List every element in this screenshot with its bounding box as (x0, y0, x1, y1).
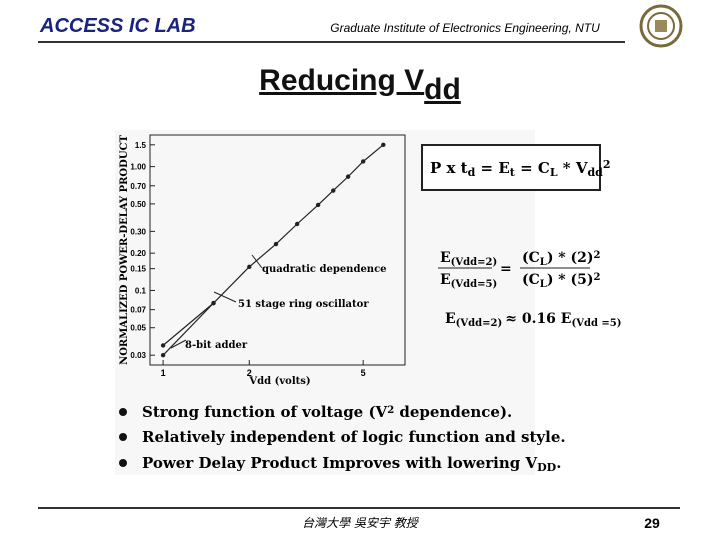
text: d (468, 166, 476, 179)
annotation: quadratic dependence (262, 264, 387, 275)
plot-frame (149, 134, 406, 366)
svg-text:(CL) * (5)2: (CL) * (5)2 (522, 272, 601, 290)
data-point (315, 202, 321, 208)
y-tick-label: 0.05 (130, 324, 146, 333)
text: 2 (594, 250, 601, 261)
data-point (294, 221, 300, 227)
svg-text:E(Vdd=2): E(Vdd=2) (440, 250, 497, 268)
text: (C (522, 272, 540, 288)
data-point (273, 241, 279, 247)
title-main: Reducing V (259, 64, 424, 97)
annotation: 51 stage ring oscillator (238, 299, 369, 310)
institute: Graduate Institute of Electronics Engine… (330, 21, 600, 35)
text: 2 (594, 272, 601, 283)
y-tick-label: 0.70 (130, 182, 146, 191)
x-axis-label: Vdd (volts) (248, 376, 310, 387)
svg-text:Power Delay Product Improves w: Power Delay Product Improves with loweri… (142, 454, 561, 474)
text: (Vdd =5) (571, 318, 621, 329)
data-point (381, 142, 386, 148)
data-point (360, 159, 366, 164)
data-point (247, 264, 252, 270)
text: = (500, 261, 512, 277)
svg-text:E(Vdd=5): E(Vdd=5) (440, 272, 497, 290)
arrows (170, 254, 263, 349)
text: = E (475, 159, 509, 177)
y-tick-label: 0.07 (130, 306, 146, 315)
text: E (440, 272, 451, 288)
page-number: 29 (644, 515, 660, 531)
text: . (556, 454, 561, 472)
y-tick-label: 0.15 (130, 265, 146, 274)
ratio-equation: E(Vdd=2) E(Vdd=5) = (CL) * (2)2 (CL) * (… (438, 250, 622, 329)
svg-text:E(Vdd=2)≈ 0.16 E(Vdd =5): E(Vdd=2) ≈ 0.16 E(Vdd =5) (445, 311, 622, 329)
text: L (550, 166, 558, 179)
slide-title: Reducing Vdd (259, 64, 461, 106)
energy-equation: P x td = Et = CL * Vdd2 (430, 158, 611, 179)
text: * V (558, 159, 588, 177)
text: ≈ 0.16 E (505, 311, 571, 327)
text: E (445, 311, 456, 327)
y-tick-label: 1.5 (135, 141, 147, 150)
svg-text:Strong function of voltage (V2: Strong function of voltage (V2 dependenc… (142, 403, 512, 421)
y-tick-label: 0.03 (130, 351, 146, 360)
text: Power Delay Product Improves with loweri… (142, 454, 537, 472)
text: dependence). (394, 403, 512, 421)
logo (639, 4, 683, 48)
text: (Vdd=2) (456, 318, 503, 329)
text: L (540, 257, 547, 268)
text: (Vdd=5) (451, 279, 498, 290)
annotation: 8-bit adder (185, 340, 248, 351)
y-tick-label: 1.00 (130, 163, 146, 172)
data-point (160, 352, 166, 358)
text: (Vdd=2) (451, 257, 498, 268)
text: ) * (5) (547, 272, 594, 288)
data-point (211, 300, 216, 306)
bullet-list: Strong function of voltage (V2 dependenc… (119, 403, 566, 474)
x-tick-label: 1 (161, 368, 166, 378)
data-line (162, 302, 214, 356)
text: 2 (603, 158, 611, 171)
text: L (540, 279, 547, 290)
text: Strong function of voltage (V (142, 403, 388, 421)
lab-name: ACCESS IC LAB (39, 15, 196, 37)
y-tick-label: 0.50 (130, 200, 146, 209)
text: Relatively independent of logic function… (142, 428, 566, 446)
data-point (160, 343, 166, 348)
y-axis-label: NORMALIZED POWER-DELAY PRODUCT (119, 135, 130, 365)
x-tick-label: 2 (247, 368, 252, 378)
y-tick-label: 0.20 (130, 249, 146, 258)
equation-box (421, 144, 601, 191)
plot: NORMALIZED POWER-DELAY PRODUCT Vdd (volt… (119, 134, 406, 387)
y-tick-label: 0.1 (135, 286, 147, 295)
text: (C (522, 250, 540, 266)
data-line (162, 144, 384, 346)
svg-text:(CL) * (2)2: (CL) * (2)2 (522, 250, 601, 268)
text: DD (537, 461, 557, 474)
text: t (510, 166, 516, 179)
x-tick-label: 5 (361, 368, 366, 378)
text: ) * (2) (547, 250, 594, 266)
text: E (440, 250, 451, 266)
y-tick-label: 0.30 (130, 227, 146, 236)
data-point (331, 188, 336, 193)
text: dd (587, 166, 603, 179)
text: = C (515, 159, 550, 177)
text: P x t (430, 159, 468, 177)
author: 台灣大學 吳安宇 教授 (302, 516, 420, 530)
data-point (345, 174, 351, 179)
text: 2 (387, 405, 394, 416)
title-sub: dd (424, 73, 461, 106)
